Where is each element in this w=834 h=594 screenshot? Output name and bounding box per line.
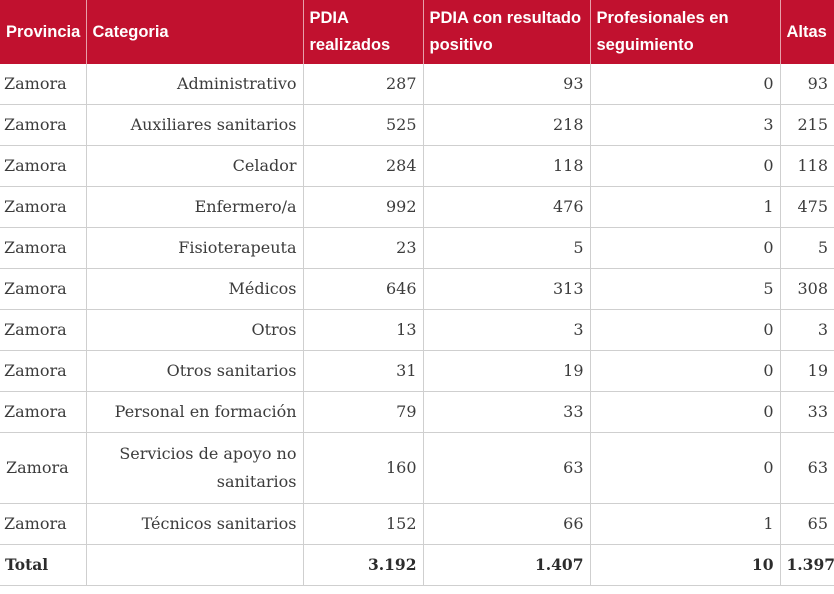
table-row: Zamora Técnicos sanitarios 152 66 1 65 [0, 503, 834, 545]
cell-categoria: Administrativo [85, 64, 304, 105]
cell-provincia: Zamora [0, 64, 87, 105]
total-label: Total [0, 544, 87, 586]
cell-categoria: Celador [85, 145, 304, 187]
cell-seguimiento: 0 [589, 432, 781, 504]
cell-categoria: Personal en formación [85, 391, 304, 433]
cell-categoria: Médicos [85, 268, 304, 310]
cell-pdia-positivo: 218 [422, 104, 591, 146]
cell-pdia-positivo: 33 [422, 391, 591, 433]
total-pdia-positivo: 1.407 [422, 544, 591, 586]
table-row: Zamora Personal en formación 79 33 0 33 [0, 391, 834, 433]
cell-pdia-positivo: 63 [422, 432, 591, 504]
cell-provincia: Zamora [0, 186, 87, 228]
cell-provincia: Zamora [0, 432, 87, 504]
table-row: Zamora Administrativo 287 93 0 93 [0, 64, 834, 105]
cell-pdia-positivo: 19 [422, 350, 591, 392]
cell-altas: 118 [779, 145, 834, 187]
cell-pdia-positivo: 5 [422, 227, 591, 269]
header-categoria: Categoria [86, 0, 304, 64]
total-pdia-realizados: 3.192 [302, 544, 424, 586]
cell-categoria: Enfermero/a [85, 186, 304, 228]
cell-provincia: Zamora [0, 391, 87, 433]
table-row: Zamora Servicios de apoyo no sanitarios … [0, 432, 834, 504]
cell-provincia: Zamora [0, 145, 87, 187]
header-pdia-realizados: PDIA realizados [303, 0, 424, 64]
cell-pdia-realizados: 23 [302, 227, 424, 269]
cell-categoria: Fisioterapeuta [85, 227, 304, 269]
table-body: Zamora Administrativo 287 93 0 93 Zamora… [0, 64, 834, 586]
cell-altas: 93 [779, 64, 834, 105]
cell-pdia-realizados: 525 [302, 104, 424, 146]
cell-provincia: Zamora [0, 268, 87, 310]
table-row: Zamora Enfermero/a 992 476 1 475 [0, 186, 834, 228]
cell-seguimiento: 0 [589, 309, 781, 351]
cell-pdia-positivo: 476 [422, 186, 591, 228]
cell-seguimiento: 0 [589, 391, 781, 433]
cell-seguimiento: 0 [589, 145, 781, 187]
cell-pdia-realizados: 287 [302, 64, 424, 105]
cell-seguimiento: 0 [589, 64, 781, 105]
cell-pdia-realizados: 992 [302, 186, 424, 228]
total-altas: 1.397 [779, 544, 834, 586]
cell-pdia-realizados: 13 [302, 309, 424, 351]
header-profesionales-seguimiento: Profesionales en seguimiento [590, 0, 781, 64]
cell-altas: 308 [779, 268, 834, 310]
table-row: Zamora Auxiliares sanitarios 525 218 3 2… [0, 104, 834, 146]
total-seguimiento: 10 [589, 544, 781, 586]
table-row: Zamora Fisioterapeuta 23 5 0 5 [0, 227, 834, 269]
cell-provincia: Zamora [0, 350, 87, 392]
cell-categoria: Otros sanitarios [85, 350, 304, 392]
cell-altas: 19 [779, 350, 834, 392]
cell-pdia-positivo: 93 [422, 64, 591, 105]
cell-altas: 65 [779, 503, 834, 545]
total-categoria [85, 544, 304, 586]
cell-altas: 33 [779, 391, 834, 433]
cell-seguimiento: 5 [589, 268, 781, 310]
cell-seguimiento: 1 [589, 503, 781, 545]
cell-provincia: Zamora [0, 503, 87, 545]
cell-altas: 475 [779, 186, 834, 228]
cell-pdia-positivo: 313 [422, 268, 591, 310]
cell-provincia: Zamora [0, 104, 87, 146]
cell-pdia-realizados: 152 [302, 503, 424, 545]
cell-seguimiento: 3 [589, 104, 781, 146]
cell-categoria: Servicios de apoyo no sanitarios [85, 432, 304, 504]
cell-provincia: Zamora [0, 227, 87, 269]
header-altas: Altas [780, 0, 834, 64]
header-provincia: Provincia [0, 0, 87, 64]
table-row: Zamora Otros 13 3 0 3 [0, 309, 834, 351]
cell-altas: 63 [779, 432, 834, 504]
cell-seguimiento: 0 [589, 350, 781, 392]
cell-seguimiento: 1 [589, 186, 781, 228]
cell-categoria: Otros [85, 309, 304, 351]
cell-seguimiento: 0 [589, 227, 781, 269]
table-header: Provincia Categoria PDIA realizados PDIA… [0, 0, 834, 64]
cell-categoria: Técnicos sanitarios [85, 503, 304, 545]
table-row: Zamora Otros sanitarios 31 19 0 19 [0, 350, 834, 392]
total-row: Total 3.192 1.407 10 1.397 [0, 544, 834, 586]
table-row: Zamora Celador 284 118 0 118 [0, 145, 834, 187]
cell-altas: 3 [779, 309, 834, 351]
header-pdia-positivo: PDIA con resultado positivo [423, 0, 591, 64]
cell-pdia-realizados: 31 [302, 350, 424, 392]
cell-pdia-positivo: 66 [422, 503, 591, 545]
cell-altas: 5 [779, 227, 834, 269]
cell-pdia-realizados: 79 [302, 391, 424, 433]
cell-pdia-realizados: 646 [302, 268, 424, 310]
cell-categoria: Auxiliares sanitarios [85, 104, 304, 146]
header-row: Provincia Categoria PDIA realizados PDIA… [0, 0, 834, 64]
cell-pdia-realizados: 284 [302, 145, 424, 187]
cell-pdia-positivo: 118 [422, 145, 591, 187]
cell-altas: 215 [779, 104, 834, 146]
cell-pdia-realizados: 160 [302, 432, 424, 504]
cell-pdia-positivo: 3 [422, 309, 591, 351]
table-row: Zamora Médicos 646 313 5 308 [0, 268, 834, 310]
cell-provincia: Zamora [0, 309, 87, 351]
